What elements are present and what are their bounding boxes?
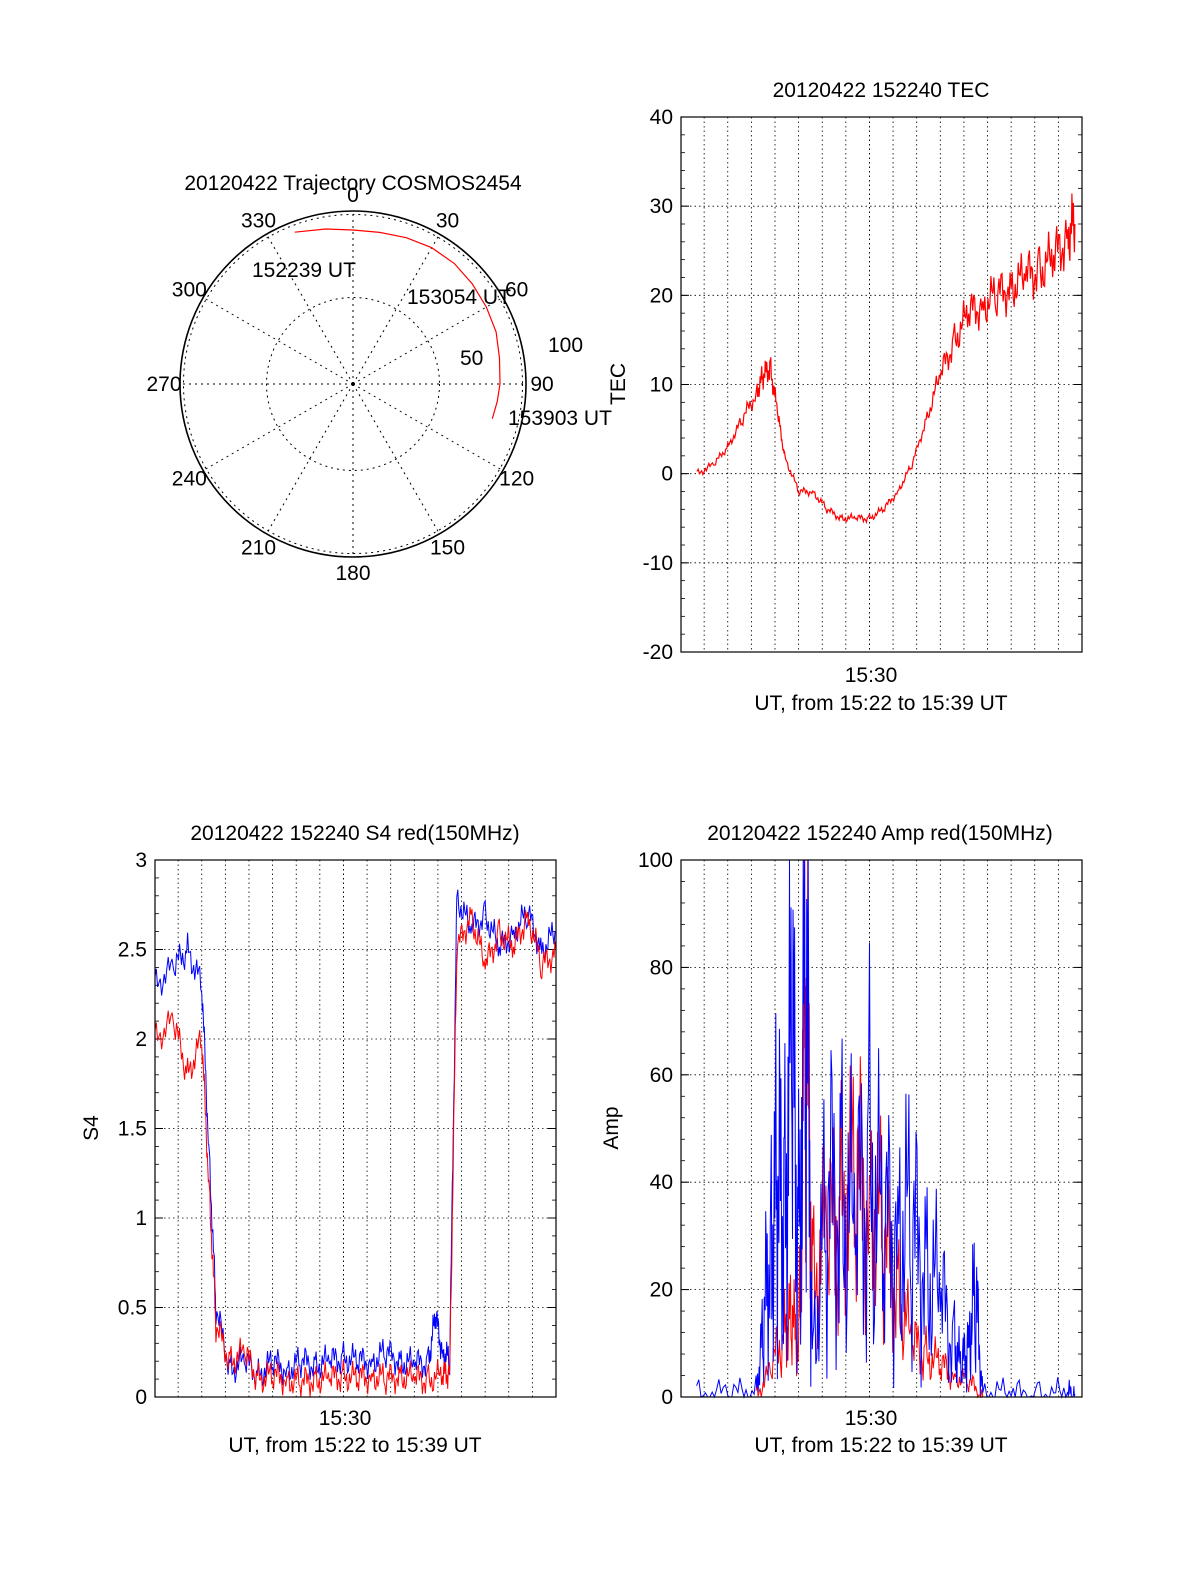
amp-ylabel: Amp: [600, 1106, 623, 1149]
tec-xlabel: UT, from 15:22 to 15:39 UT: [754, 692, 1007, 715]
y-tick-label: 0: [661, 463, 673, 486]
s4-x-tick-label: 15:30: [319, 1407, 372, 1430]
y-tick-label: 20: [650, 284, 673, 307]
y-tick-label: 2.5: [118, 939, 147, 962]
tec-frame: [680, 116, 1083, 653]
amp-title: 20120422 152240 Amp red(150MHz): [707, 822, 1053, 845]
y-tick-label: 40: [650, 1171, 673, 1194]
s4-y-tick-labels: 0 0.5 1 1.5 2 2.5 3: [118, 849, 147, 1409]
polar-spoke: [266, 383, 354, 535]
polar-spoke: [352, 383, 440, 535]
amp-frame: [680, 859, 1083, 1398]
polar-spoke: [352, 233, 440, 385]
polar-angle-label: 270: [146, 373, 181, 396]
polar-angle-label: 210: [241, 537, 276, 560]
polar-angle-label: 90: [530, 373, 553, 396]
y-tick-label: -20: [643, 641, 673, 664]
polar-grid: [179, 210, 527, 558]
y-tick-label: 3: [135, 849, 147, 872]
y-tick-label: 2: [135, 1028, 147, 1051]
y-tick-label: 30: [650, 195, 673, 218]
polar-spoke: [352, 383, 504, 471]
y-tick-label: 0: [135, 1386, 147, 1409]
polar-spoke: [352, 297, 504, 385]
y-tick-label: 0.5: [118, 1297, 147, 1320]
tec-ylabel: TEC: [607, 363, 630, 405]
s4-plot: 20120422 152240 S4 red(150MHz) 0 0.5 1 1.5 2…: [80, 822, 557, 1457]
polar-angle-label: 150: [430, 537, 465, 560]
tec-y-tick-labels: -20 -10 0 10 20 30 40: [643, 106, 673, 664]
y-tick-label: 80: [650, 956, 673, 979]
polar-angle-label: 60: [505, 279, 528, 302]
y-tick-label: 20: [650, 1279, 673, 1302]
polar-spoke: [266, 233, 354, 385]
tec-series-red: [696, 193, 1076, 525]
trajectory-polar-plot: 20120422 Trajectory COSMOS2454 0 30 60 90 12…: [146, 172, 612, 585]
tec-plot: 20120422 152240 TEC -20 -10 0 10 20 30 40 15:3…: [607, 79, 1083, 715]
polar-spoke: [202, 383, 354, 471]
polar-angle-label: 240: [172, 468, 207, 491]
s4-frame: [154, 859, 557, 1398]
s4-xlabel: UT, from 15:22 to 15:39 UT: [228, 1434, 481, 1457]
polar-angle-labels: 0 30 60 90 120 150 180 210 240 270 300 330: [146, 184, 553, 585]
y-tick-label: -10: [643, 552, 673, 575]
amp-x-tick-label: 15:30: [845, 1407, 898, 1430]
polar-angle-label: 120: [499, 468, 534, 491]
amp-y-tick-labels: 0 20 40 60 80 100: [638, 849, 673, 1409]
y-tick-label: 40: [650, 106, 673, 129]
tec-grid: [681, 116, 1082, 653]
amp-series-blue: [696, 859, 1076, 1399]
amp-xlabel: UT, from 15:22 to 15:39 UT: [754, 1434, 1007, 1457]
polar-ring-label-100: 100: [548, 334, 583, 357]
amp-grid: [681, 859, 1082, 1398]
s4-series-blue: [154, 889, 557, 1389]
polar-outer-ring: [179, 210, 527, 558]
trajectory-mid-label: 153054 UT: [407, 286, 511, 309]
s4-title: 20120422 152240 S4 red(150MHz): [190, 822, 519, 845]
tec-x-tick-label: 15:30: [845, 664, 898, 687]
y-tick-label: 1: [135, 1207, 147, 1230]
polar-angle-label: 30: [436, 209, 459, 232]
polar-spoke: [202, 297, 354, 385]
s4-ylabel: S4: [80, 1115, 103, 1141]
polar-angle-label: 300: [172, 279, 207, 302]
polar-inner-ring: [266, 297, 440, 471]
trajectory-start-label: 152239 UT: [252, 259, 356, 282]
polar-title: 20120422 Trajectory COSMOS2454: [184, 172, 522, 195]
trajectory-end-label: 153903 UT: [508, 407, 612, 430]
trajectory-line: [294, 228, 501, 419]
polar-angle-label: 180: [335, 562, 370, 585]
polar-angle-label: 0: [347, 184, 359, 207]
y-tick-label: 100: [638, 849, 673, 872]
y-tick-label: 60: [650, 1064, 673, 1087]
y-tick-label: 10: [650, 374, 673, 397]
polar-ring-label-50: 50: [460, 347, 483, 370]
tec-title: 20120422 152240 TEC: [773, 79, 990, 102]
y-tick-label: 0: [661, 1386, 673, 1409]
y-tick-label: 1.5: [118, 1118, 147, 1141]
polar-angle-label: 330: [241, 209, 276, 232]
amp-plot: 20120422 152240 Amp red(150MHz) 0 20 40 60 8…: [600, 822, 1083, 1457]
s4-series-red: [154, 906, 557, 1398]
